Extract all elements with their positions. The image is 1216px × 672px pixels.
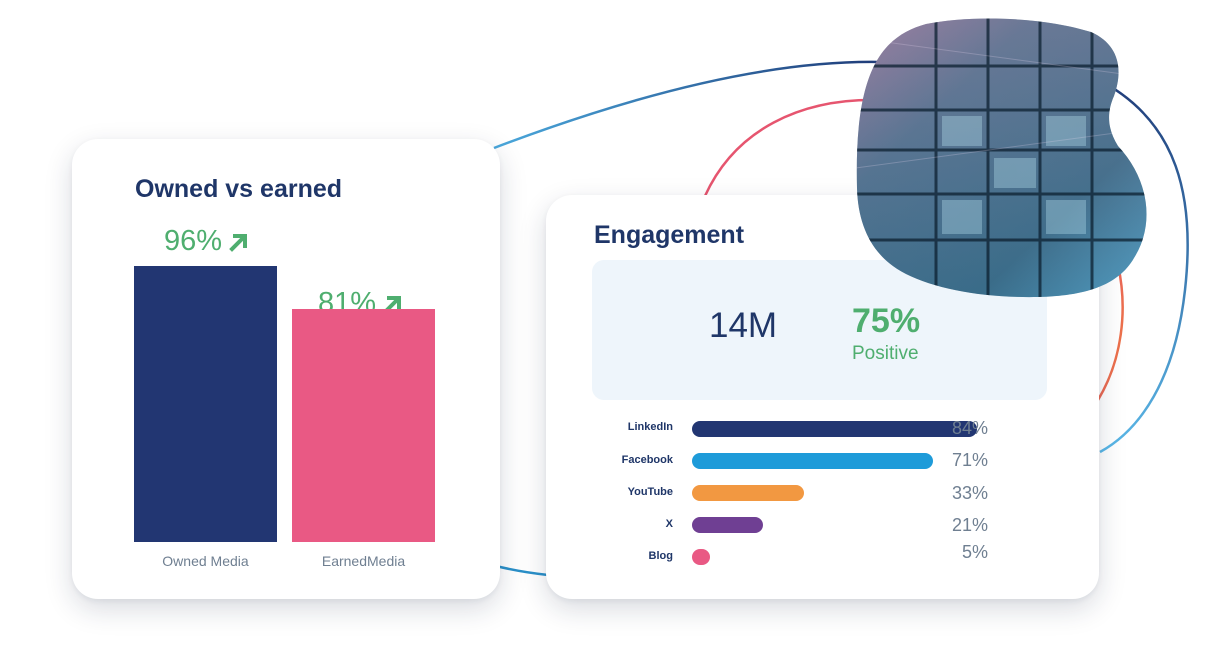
earned-media-label: EarnedMedia xyxy=(321,553,406,569)
row-label-linkedin: LinkedIn xyxy=(627,421,673,433)
row-value-blog: 5% xyxy=(962,542,989,562)
earned-media-bar xyxy=(292,309,435,542)
row-value-facebook: 71% xyxy=(952,450,989,470)
owned-media-value: 96% xyxy=(164,225,250,258)
owned-media-label: Owned Media xyxy=(162,553,249,569)
positive-percent: 75% xyxy=(852,302,921,340)
arrow-up-right-icon xyxy=(229,233,248,252)
bar-youtube xyxy=(692,485,804,501)
positive-label: Positive xyxy=(852,343,919,364)
engagement-total: 14M xyxy=(709,306,778,345)
row-value-youtube: 33% xyxy=(952,483,989,503)
row-label-x: X xyxy=(665,518,673,530)
bar-x xyxy=(692,517,763,533)
row-label-youtube: YouTube xyxy=(627,486,673,498)
curve-red xyxy=(703,98,881,197)
bar-facebook xyxy=(692,453,933,469)
curve-orange xyxy=(1096,264,1124,401)
row-label-blog: Blog xyxy=(648,550,673,562)
curve-bottom-blue xyxy=(495,564,549,577)
bar-blog xyxy=(692,549,710,565)
owned-media-value-text: 96% xyxy=(164,225,223,257)
curve-right-blue xyxy=(1094,76,1189,454)
row-label-facebook: Facebook xyxy=(621,454,673,466)
row-value-linkedin: 84% xyxy=(952,418,989,438)
office-building-photo xyxy=(856,18,1147,298)
row-value-x: 21% xyxy=(952,515,989,535)
bar-linkedin xyxy=(692,421,977,437)
curve-top-blue xyxy=(493,60,881,150)
engagement-title: Engagement xyxy=(594,221,745,249)
arrow-up-right-icon xyxy=(383,295,402,314)
owned-media-bar xyxy=(134,266,277,542)
owned-vs-earned-title: Owned vs earned xyxy=(135,175,343,203)
owned-vs-earned-card: Owned vs earned 96% Owned Media 81% Earn… xyxy=(72,139,500,599)
